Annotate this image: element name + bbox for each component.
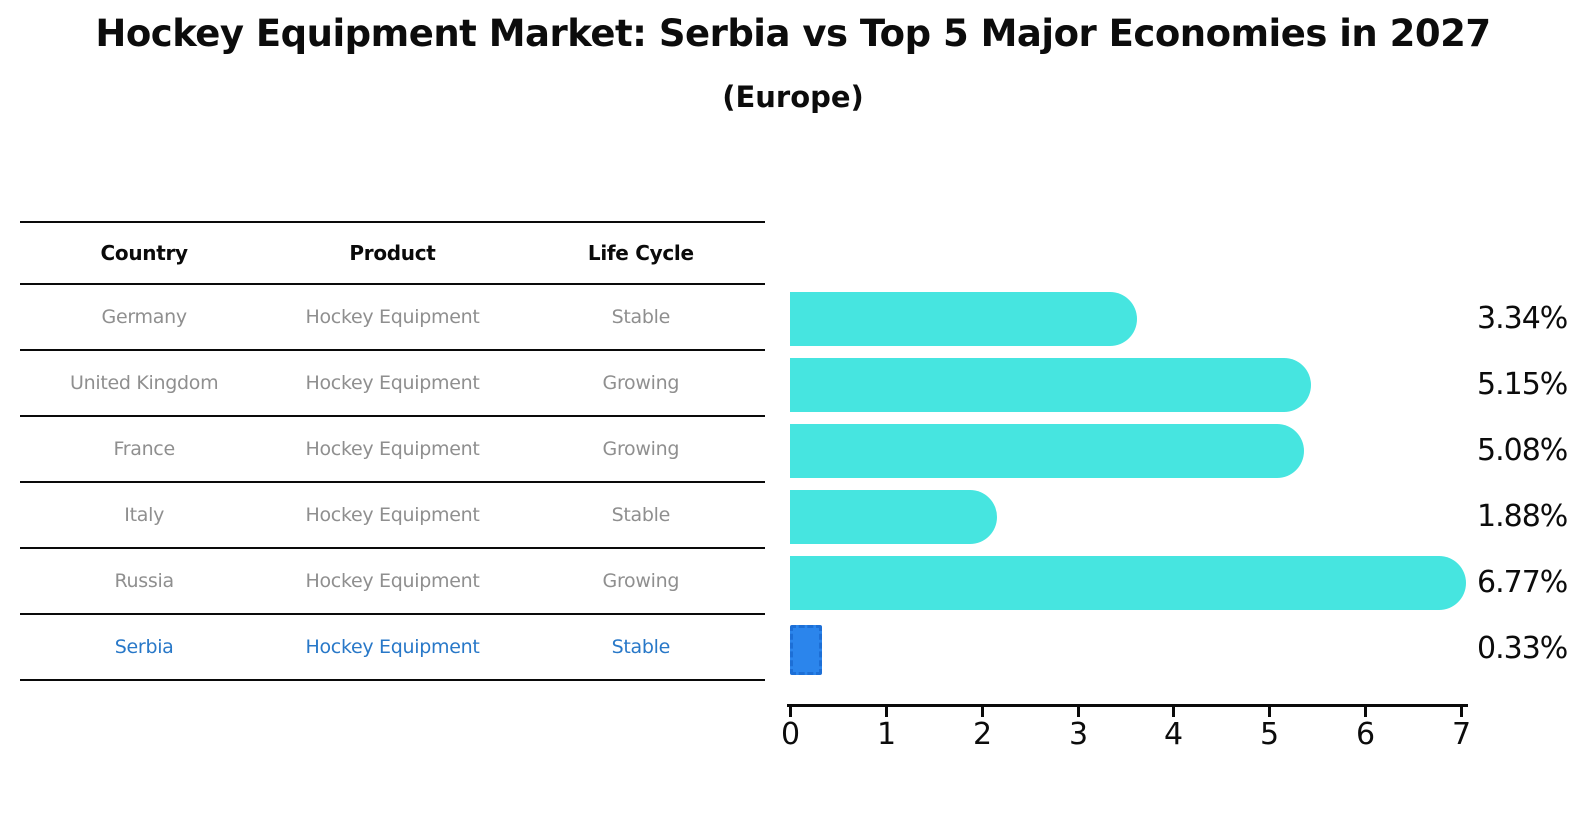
cell-product: Hockey Equipment: [305, 306, 480, 328]
x-axis-tick: [981, 707, 984, 717]
value-label-russia: 6.77%: [1477, 565, 1568, 600]
cell-country: Russia: [114, 570, 175, 592]
value-label-france: 5.08%: [1477, 433, 1568, 468]
cell-product: Hockey Equipment: [305, 504, 480, 526]
x-axis-tick-label: 3: [1068, 717, 1088, 752]
x-axis-tick: [1077, 707, 1080, 717]
x-axis-tick: [1460, 707, 1463, 717]
x-axis-tick-label: 6: [1355, 717, 1375, 752]
x-axis-tick-label: 7: [1451, 717, 1471, 752]
value-label-united-kingdom: 5.15%: [1477, 367, 1568, 402]
x-axis-tick-label: 0: [780, 717, 800, 752]
x-axis-tick-label: 2: [972, 717, 992, 752]
value-label-serbia: 0.33%: [1477, 631, 1568, 666]
cell-life-cycle: Growing: [602, 570, 680, 592]
x-axis-tick: [1364, 707, 1367, 717]
x-axis-tick-label: 1: [876, 717, 896, 752]
column-header-product: Product: [349, 241, 436, 265]
bar-germany: [790, 292, 1137, 346]
table-row-russia: Russia Hockey Equipment Growing: [20, 549, 765, 615]
chart-title: Hockey Equipment Market: Serbia vs Top 5…: [95, 12, 1491, 55]
column-header-life-cycle: Life Cycle: [587, 241, 694, 265]
bar-serbia: [790, 625, 822, 675]
cell-product: Hockey Equipment: [305, 438, 480, 460]
cell-country: Serbia: [114, 636, 174, 658]
data-table: Country Product Life Cycle Germany Hocke…: [20, 221, 765, 681]
x-axis-tick-label: 4: [1163, 717, 1183, 752]
x-axis-line: [787, 704, 1468, 707]
cell-life-cycle: Stable: [611, 504, 671, 526]
bar-france: [790, 424, 1304, 478]
x-axis-tick-label: 5: [1259, 717, 1279, 752]
cell-life-cycle: Growing: [602, 372, 680, 394]
cell-country: Italy: [124, 504, 165, 526]
cell-country: United Kingdom: [70, 372, 219, 394]
table-header-row: Country Product Life Cycle: [20, 221, 765, 285]
x-axis-tick: [885, 707, 888, 717]
value-label-italy: 1.88%: [1477, 499, 1568, 534]
x-axis-tick: [1268, 707, 1271, 717]
table-row-united-kingdom: United Kingdom Hockey Equipment Growing: [20, 351, 765, 417]
cell-country: France: [113, 438, 175, 460]
cell-product: Hockey Equipment: [305, 636, 480, 658]
cell-life-cycle: Growing: [602, 438, 680, 460]
table-row-france: France Hockey Equipment Growing: [20, 417, 765, 483]
value-label-germany: 3.34%: [1477, 301, 1568, 336]
bar-russia: [790, 556, 1466, 610]
cell-country: Germany: [101, 306, 188, 328]
table-row-germany: Germany Hockey Equipment Stable: [20, 285, 765, 351]
x-axis-tick: [1172, 707, 1175, 717]
bar-united-kingdom: [790, 358, 1311, 412]
cell-life-cycle: Stable: [611, 636, 671, 658]
table-row-italy: Italy Hockey Equipment Stable: [20, 483, 765, 549]
x-axis-tick: [789, 707, 792, 717]
cell-life-cycle: Stable: [611, 306, 671, 328]
table-row-serbia: Serbia Hockey Equipment Stable: [20, 615, 765, 681]
cell-product: Hockey Equipment: [305, 372, 480, 394]
chart-subtitle: (Europe): [722, 80, 864, 114]
column-header-country: Country: [100, 241, 189, 265]
cell-product: Hockey Equipment: [305, 570, 480, 592]
bar-italy: [790, 490, 997, 544]
